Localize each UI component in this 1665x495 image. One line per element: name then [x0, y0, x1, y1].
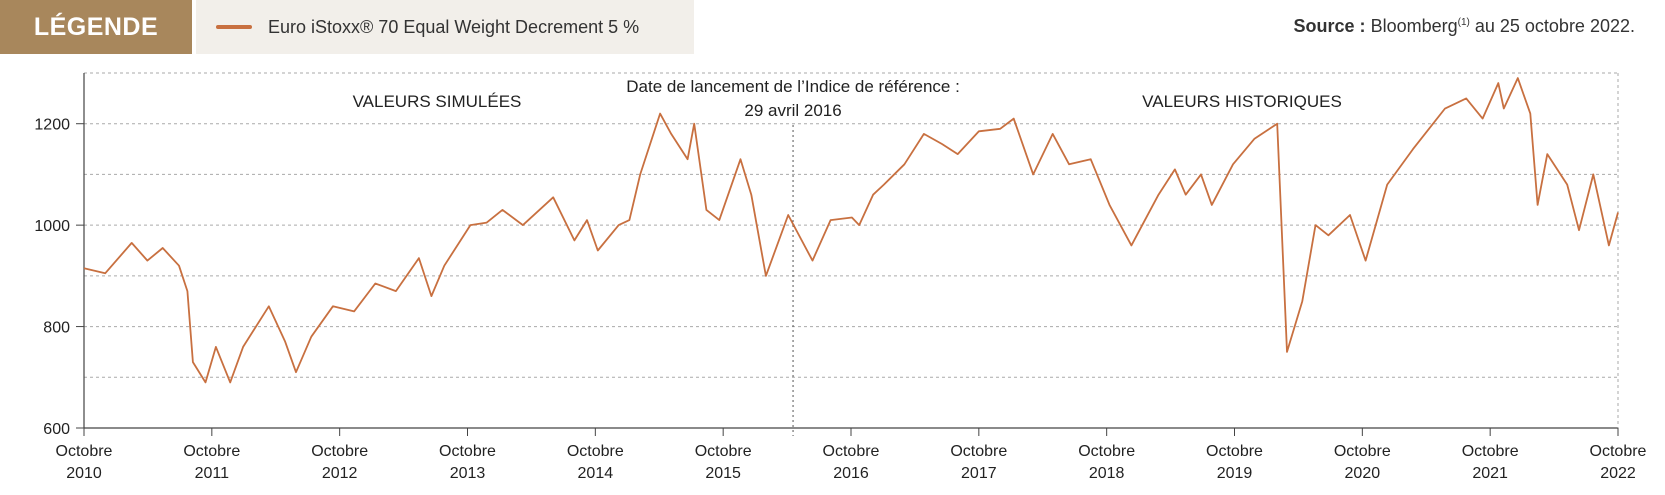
launch-date-label-line2: 29 avril 2016 — [744, 101, 841, 120]
y-axis-ticks: 600 800 1000 1200 — [34, 117, 84, 438]
x-axis-ticks: Octobre 2010 Octobre 2011 Octobre 2012 Octobre… — [56, 428, 1647, 482]
historical-values-label: VALEURS HISTORIQUES — [1142, 92, 1342, 111]
x-tick-label-month: Octobre — [56, 443, 113, 460]
source-suffix: au 25 octobre 2022. — [1469, 16, 1635, 36]
x-tick-label-year: 2018 — [1089, 465, 1125, 482]
x-tick-label-year: 2017 — [961, 465, 997, 482]
x-tick-label-year: 2013 — [450, 465, 486, 482]
x-tick-label-year: 2021 — [1472, 465, 1508, 482]
y-tick-label: 1200 — [34, 117, 70, 134]
x-tick-label-month: Octobre — [695, 443, 752, 460]
launch-date-label-line1: Date de lancement de l’Indice de référen… — [626, 77, 960, 96]
x-tick-label-year: 2019 — [1217, 465, 1253, 482]
source-text: Bloomberg — [1370, 16, 1458, 36]
source-note: Source : Bloomberg(1) au 25 octobre 2022… — [1294, 16, 1635, 37]
x-tick-label-month: Octobre — [1078, 443, 1135, 460]
legend-title: LÉGENDE — [0, 0, 192, 54]
x-tick-label-year: 2022 — [1600, 465, 1636, 482]
x-tick-label-month: Octobre — [311, 443, 368, 460]
y-tick-label: 1000 — [34, 218, 70, 235]
x-tick-label-year: 2020 — [1345, 465, 1381, 482]
simulated-values-label: VALEURS SIMULÉES — [353, 92, 522, 111]
x-tick-label-year: 2010 — [66, 465, 102, 482]
x-tick-label-month: Octobre — [567, 443, 624, 460]
grid-lines — [84, 72, 1618, 378]
annotations: Date de lancement de l’Indice de référen… — [353, 77, 1342, 436]
source-label: Source : — [1293, 16, 1366, 36]
x-tick-label-year: 2016 — [833, 465, 869, 482]
axes — [83, 73, 1619, 429]
x-tick-label-month: Octobre — [1206, 443, 1263, 460]
x-tick-label-month: Octobre — [823, 443, 880, 460]
x-tick-label-year: 2015 — [705, 465, 741, 482]
legend-box: Euro iStoxx® 70 Equal Weight Decrement 5… — [196, 0, 694, 54]
x-tick-label-year: 2012 — [322, 465, 358, 482]
series-group — [83, 77, 1619, 384]
x-tick-label-month: Octobre — [1590, 443, 1647, 460]
legend-series-label: Euro iStoxx® 70 Equal Weight Decrement 5… — [268, 16, 640, 37]
x-tick-label-year: 2014 — [578, 465, 614, 482]
y-tick-label: 600 — [43, 421, 70, 438]
x-tick-label-month: Octobre — [183, 443, 240, 460]
x-tick-label-month: Octobre — [1462, 443, 1519, 460]
series-line-euro-istoxx-70 — [83, 77, 1619, 384]
legend-swatch — [216, 25, 252, 29]
x-tick-label-year: 2011 — [195, 465, 230, 482]
x-tick-label-month: Octobre — [439, 443, 496, 460]
y-tick-label: 800 — [43, 320, 70, 337]
source-superscript: (1) — [1457, 17, 1470, 28]
x-tick-label-month: Octobre — [950, 443, 1007, 460]
x-tick-label-month: Octobre — [1334, 443, 1391, 460]
